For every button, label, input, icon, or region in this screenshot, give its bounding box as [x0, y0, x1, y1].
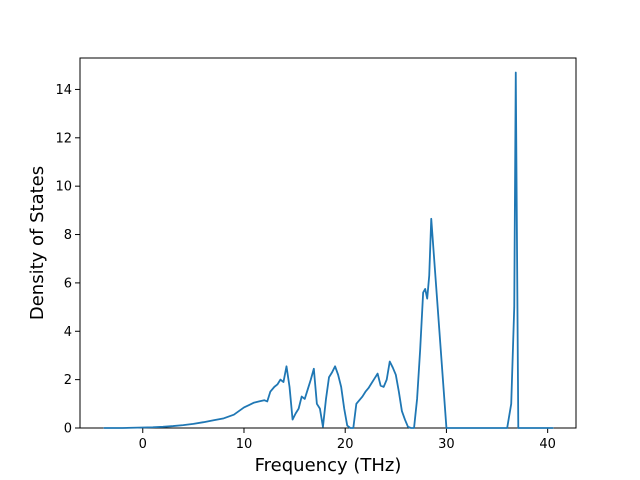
y-tick-label: 14 — [55, 83, 72, 98]
x-axis-ticks: 0 10 20 30 40 — [139, 428, 556, 452]
x-tick-label: 40 — [539, 437, 556, 452]
x-tick-label: 30 — [438, 437, 455, 452]
series-group — [103, 71, 554, 429]
y-tick-label: 10 — [55, 180, 72, 195]
y-tick-label: 4 — [64, 325, 72, 340]
plot-frame — [79, 57, 577, 429]
dos-series-line — [103, 71, 554, 429]
x-tick-label: 20 — [337, 437, 354, 452]
y-axis-ticks: 0 2 4 6 8 10 12 14 — [55, 83, 80, 437]
y-tick-label: 2 — [64, 373, 72, 388]
y-tick-label: 8 — [64, 228, 72, 243]
y-tick-label: 12 — [55, 131, 72, 146]
y-tick-label: 0 — [64, 422, 72, 437]
x-tick-label: 10 — [236, 437, 253, 452]
y-axis-title: Density of States — [27, 166, 48, 320]
x-tick-label: 0 — [139, 437, 147, 452]
y-tick-label: 6 — [64, 276, 72, 291]
x-axis-title: Frequency (THz) — [255, 455, 402, 476]
